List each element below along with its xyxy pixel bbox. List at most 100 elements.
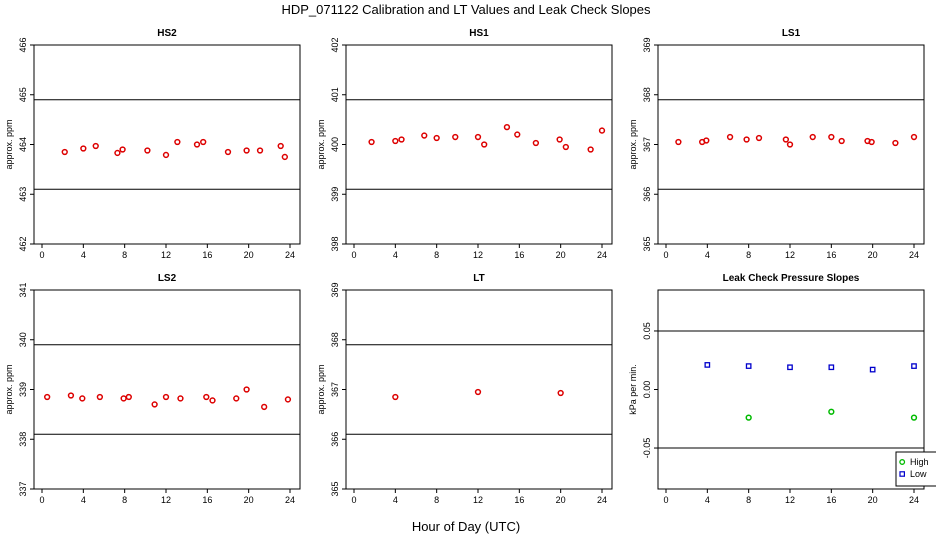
data-point: [809, 133, 816, 141]
x-tick-label: 8: [746, 250, 751, 260]
x-tick-label: 24: [285, 250, 295, 260]
x-tick-label: 16: [202, 495, 212, 505]
data-point: [79, 395, 86, 402]
y-tick-label: 0.05: [642, 322, 652, 340]
panel-title: HS2: [157, 28, 177, 39]
panel-3: LS1 approx. ppm 0 4 8 12 16 20 24 365 366 367 368 369: [628, 28, 925, 260]
y-tick-label: 402: [330, 37, 340, 52]
y-tick-label: 369: [642, 37, 652, 52]
data-point: [177, 395, 184, 402]
data-point: [261, 403, 268, 411]
data-point: [209, 397, 216, 404]
data-point: [587, 146, 594, 153]
y-tick-label: 366: [642, 187, 652, 202]
y-tick-label: -0.05: [642, 438, 652, 459]
x-tick-label: 16: [514, 250, 524, 260]
legend-marker: [899, 459, 906, 465]
data-point: [745, 363, 752, 369]
data-point: [828, 133, 835, 141]
x-tick-label: 4: [81, 495, 86, 505]
x-tick-label: 0: [351, 250, 356, 260]
y-tick-label: 365: [642, 236, 652, 251]
x-tick-label: 4: [705, 495, 710, 505]
y-tick-label: 339: [18, 382, 28, 397]
data-point: [281, 153, 288, 161]
x-tick-label: 20: [556, 250, 566, 260]
panel-2: HS1 approx. ppm 0 4 8 12 16 20 24 398 399 400 401 402: [316, 28, 613, 260]
y-axis-label: approx. ppm: [628, 119, 638, 169]
x-tick-label: 16: [826, 495, 836, 505]
x-tick-label: 16: [514, 495, 524, 505]
y-tick-label: 366: [330, 432, 340, 447]
data-point: [828, 364, 835, 371]
data-point: [745, 414, 752, 421]
x-tick-label: 0: [663, 250, 668, 260]
data-point: [556, 136, 563, 143]
x-tick-label: 8: [122, 250, 127, 260]
data-point: [474, 133, 482, 141]
data-point: [243, 147, 250, 154]
y-tick-label: 0.00: [642, 381, 652, 399]
data-point: [125, 393, 132, 401]
x-tick-label: 24: [285, 495, 295, 505]
data-point: [162, 151, 170, 159]
x-tick-label: 12: [473, 495, 483, 505]
figure-title: HDP_071122 Calibration and LT Values and…: [281, 2, 651, 17]
x-tick-label: 20: [868, 250, 878, 260]
x-tick-label: 4: [393, 495, 398, 505]
y-axis-label: approx. ppm: [4, 364, 14, 414]
x-tick-label: 20: [244, 250, 254, 260]
data-point: [200, 138, 207, 146]
data-point: [284, 396, 292, 403]
data-point: [256, 147, 264, 154]
data-point: [911, 363, 917, 369]
x-tick-label: 12: [785, 495, 795, 505]
y-tick-label: 368: [642, 87, 652, 102]
plot-frame: [657, 44, 925, 245]
data-point: [838, 137, 845, 145]
x-tick-label: 0: [351, 495, 356, 505]
panel-title: HS1: [469, 28, 489, 39]
x-tick-label: 8: [746, 495, 751, 505]
data-point: [92, 142, 99, 150]
data-point: [786, 141, 794, 148]
data-point: [193, 141, 201, 148]
y-tick-label: 465: [18, 87, 28, 102]
data-point: [421, 132, 428, 139]
panel-title: LT: [473, 273, 484, 284]
x-tick-label: 12: [161, 250, 171, 260]
data-point: [910, 133, 918, 141]
x-tick-label: 0: [39, 495, 44, 505]
data-point: [514, 131, 521, 138]
data-point: [233, 395, 240, 402]
y-tick-label: 369: [330, 282, 340, 297]
data-point: [433, 134, 440, 142]
y-tick-label: 464: [18, 137, 28, 152]
panel-5: LT approx. ppm 0 4 8 12 16 20 24 365 366 367 368 369: [316, 273, 613, 505]
y-tick-label: 400: [330, 137, 340, 152]
y-tick-label: 365: [330, 481, 340, 496]
data-point: [392, 137, 399, 145]
data-point: [144, 147, 151, 154]
data-point: [174, 138, 181, 146]
y-tick-label: 338: [18, 432, 28, 447]
x-tick-label: 12: [473, 250, 483, 260]
legend-label: High: [910, 457, 929, 467]
plot-frame: [345, 44, 613, 245]
data-point: [120, 395, 127, 402]
panel-title: LS2: [158, 273, 177, 284]
data-point: [474, 388, 482, 396]
y-tick-label: 462: [18, 236, 28, 251]
x-tick-label: 8: [434, 495, 439, 505]
data-point: [869, 366, 876, 373]
data-point: [828, 408, 835, 415]
y-tick-label: 398: [330, 236, 340, 251]
data-point: [892, 139, 899, 147]
y-tick-label: 466: [18, 37, 28, 52]
data-point: [67, 392, 75, 399]
x-tick-label: 20: [556, 495, 566, 505]
data-point: [368, 138, 375, 146]
y-axis-label: approx. ppm: [316, 119, 326, 169]
x-tick-label: 24: [909, 250, 919, 260]
data-point: [119, 146, 126, 153]
